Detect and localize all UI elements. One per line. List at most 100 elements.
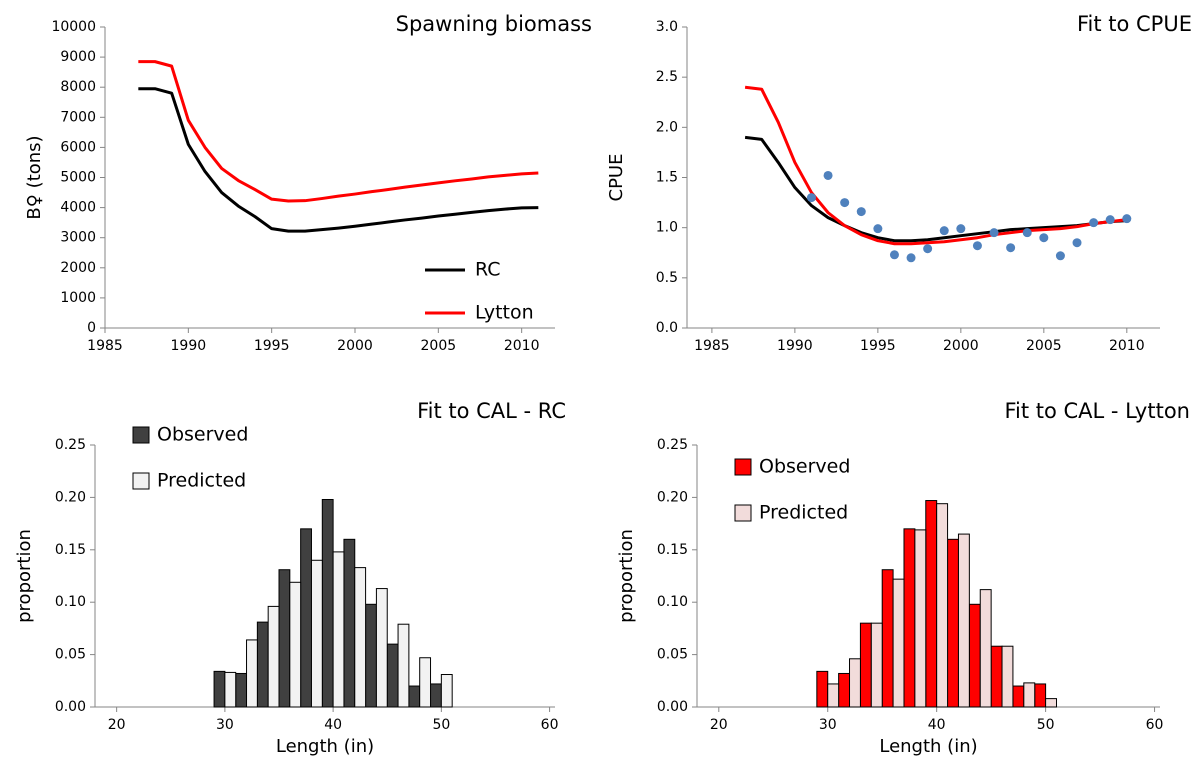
- y-tick-label: 0.15: [657, 542, 688, 558]
- x-tick-label: 2000: [337, 338, 373, 354]
- histogram-bar: [957, 533, 970, 708]
- y-tick-label: 0.05: [657, 647, 688, 663]
- histogram-bar: [990, 645, 1003, 708]
- histogram-bar: [289, 581, 302, 708]
- y-tick-label: 0.20: [657, 489, 688, 505]
- x-axis-label: Length (in): [276, 736, 374, 757]
- legend-swatch: [132, 472, 150, 490]
- legend-swatch: [734, 458, 752, 476]
- legend-label: Predicted: [157, 470, 246, 492]
- y-tick-label: 0.10: [55, 594, 86, 610]
- y-tick-label: 0.25: [657, 437, 688, 453]
- y-tick-label: 0.15: [55, 542, 86, 558]
- legend-label: Observed: [157, 424, 248, 446]
- histogram-bar: [979, 589, 992, 708]
- scatter-point: [1105, 215, 1115, 225]
- scatter-point: [1006, 243, 1016, 253]
- histogram-bar: [827, 683, 840, 708]
- y-tick-label: 6000: [60, 139, 96, 155]
- histogram-bar: [440, 674, 453, 708]
- histogram-bar: [278, 569, 291, 708]
- histogram-bar: [936, 503, 949, 708]
- histogram-bar: [968, 603, 981, 708]
- histogram-bar: [343, 538, 356, 708]
- line-series: [138, 87, 539, 233]
- x-tick-label: 20: [108, 717, 126, 733]
- x-tick-label: 30: [819, 717, 837, 733]
- histogram-bar: [881, 569, 894, 708]
- histogram-bar: [300, 528, 312, 708]
- y-tick-label: 1.0: [656, 220, 678, 236]
- scatter-point: [923, 244, 933, 254]
- scatter-point: [840, 198, 850, 208]
- y-axis-label: proportion: [616, 529, 637, 623]
- y-tick-label: 0.05: [55, 647, 86, 663]
- histogram-bar: [816, 670, 829, 708]
- x-tick-label: 60: [1146, 717, 1164, 733]
- x-axis-label: Length (in): [879, 736, 977, 757]
- x-tick-label: 40: [324, 717, 342, 733]
- y-axis-label: CPUE: [606, 154, 627, 202]
- y-tick-label: 2000: [60, 260, 96, 276]
- line-series: [744, 135, 1127, 243]
- scatter-point: [889, 250, 899, 260]
- y-tick-label: 0.00: [657, 699, 688, 715]
- x-tick-label: 60: [541, 717, 559, 733]
- histogram-bar: [892, 578, 905, 708]
- scatter-point: [873, 224, 883, 234]
- scatter-point: [1089, 218, 1099, 228]
- histogram-bar: [430, 683, 442, 708]
- histogram-bar: [267, 605, 280, 708]
- x-tick-label: 30: [216, 717, 234, 733]
- scatter-point: [823, 170, 833, 180]
- histogram-bar: [870, 622, 883, 708]
- histogram-bar: [246, 639, 258, 708]
- x-tick-label: 20: [710, 717, 728, 733]
- scatter-point: [806, 193, 816, 203]
- scatter-point: [956, 224, 966, 234]
- scatter-point: [1055, 251, 1065, 261]
- y-tick-label: 7000: [60, 109, 96, 125]
- scatter-point: [972, 241, 982, 251]
- x-tick-label: 1990: [171, 338, 207, 354]
- histogram-bar: [375, 588, 388, 708]
- scatter-point: [939, 226, 949, 236]
- legend-swatch: [734, 504, 752, 522]
- y-tick-label: 0.00: [55, 699, 86, 715]
- chart-title: Fit to CPUE: [1077, 12, 1192, 36]
- y-tick-label: 4000: [60, 200, 96, 216]
- histogram-bar: [914, 529, 927, 708]
- histogram-bar: [838, 672, 851, 708]
- x-tick-label: 1995: [860, 338, 896, 354]
- y-tick-label: 3.0: [656, 19, 678, 35]
- y-tick-label: 0.5: [656, 270, 678, 286]
- x-tick-label: 1990: [777, 338, 813, 354]
- histogram-bar: [1001, 645, 1014, 708]
- y-tick-label: 0.0: [656, 320, 678, 336]
- scatter-point: [1122, 214, 1132, 224]
- y-axis-label: B♀ (tons): [24, 135, 45, 219]
- chart-title: Spawning biomass: [396, 12, 592, 36]
- histogram-bar: [1034, 683, 1047, 708]
- scatter-point: [1072, 238, 1082, 248]
- x-tick-label: 2010: [1109, 338, 1145, 354]
- y-tick-label: 2.5: [656, 69, 678, 85]
- y-tick-label: 5000: [60, 170, 96, 186]
- scatter-point: [1039, 233, 1049, 243]
- histogram-bar: [408, 685, 421, 708]
- x-tick-label: 2005: [1026, 338, 1062, 354]
- histogram-bar: [213, 670, 226, 708]
- y-tick-label: 3000: [60, 230, 96, 246]
- y-tick-label: 1000: [60, 290, 96, 306]
- y-axis-label: proportion: [14, 529, 35, 623]
- x-tick-label: 40: [928, 717, 946, 733]
- histogram-bar: [849, 658, 861, 708]
- histogram-bar: [925, 500, 938, 708]
- x-tick-label: 1985: [87, 338, 123, 354]
- y-tick-label: 9000: [60, 49, 96, 65]
- scatter-point: [856, 207, 866, 217]
- x-tick-label: 1995: [254, 338, 290, 354]
- legend-label: Observed: [759, 456, 850, 478]
- x-tick-label: 50: [1037, 717, 1055, 733]
